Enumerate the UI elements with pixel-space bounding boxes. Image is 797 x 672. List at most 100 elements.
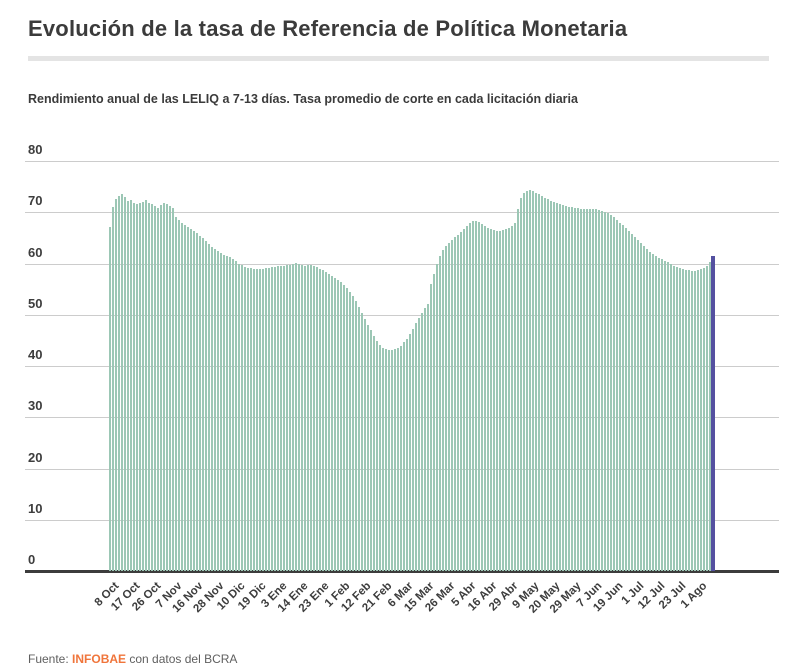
chart-bar[interactable] [424, 308, 427, 571]
chart-bar[interactable] [352, 296, 355, 571]
chart-bar[interactable] [337, 279, 340, 571]
chart-bar[interactable] [214, 249, 217, 571]
chart-bar[interactable] [154, 206, 157, 571]
chart-bar[interactable] [373, 335, 376, 571]
chart-bar[interactable] [289, 264, 292, 571]
chart-bar[interactable] [244, 266, 247, 571]
chart-bar[interactable] [676, 267, 679, 571]
chart-bar[interactable] [286, 265, 289, 571]
chart-bar[interactable] [673, 265, 676, 571]
chart-bar[interactable] [376, 340, 379, 571]
chart-bar[interactable] [400, 345, 403, 571]
chart-bar[interactable] [520, 197, 523, 571]
chart-bar[interactable] [118, 195, 121, 571]
chart-bar[interactable] [184, 224, 187, 571]
chart-bar[interactable] [421, 312, 424, 571]
chart-bar[interactable] [172, 208, 175, 571]
chart-bar[interactable] [544, 197, 547, 571]
chart-bar[interactable] [226, 255, 229, 571]
chart-bar[interactable] [361, 313, 364, 571]
chart-bar[interactable] [556, 203, 559, 571]
chart-bar[interactable] [601, 210, 604, 571]
chart-bar[interactable] [562, 205, 565, 571]
chart-bar[interactable] [430, 284, 433, 571]
chart-bar[interactable] [181, 222, 184, 571]
chart-bar[interactable] [451, 239, 454, 571]
chart-bar[interactable] [433, 273, 436, 571]
chart-bar[interactable] [592, 208, 595, 571]
chart-bar[interactable] [139, 203, 142, 571]
chart-bar[interactable] [454, 237, 457, 571]
chart-bar[interactable] [625, 227, 628, 571]
chart-bar[interactable] [259, 269, 262, 571]
chart-bar[interactable] [109, 226, 112, 571]
chart-bar[interactable] [481, 223, 484, 571]
chart-bar[interactable] [607, 213, 610, 571]
chart-bar[interactable] [169, 206, 172, 571]
chart-bar[interactable] [679, 268, 682, 571]
chart-bar[interactable] [490, 229, 493, 571]
chart-bar[interactable] [469, 223, 472, 571]
chart-bar[interactable] [427, 304, 430, 571]
chart-bar[interactable] [403, 342, 406, 571]
chart-bar[interactable] [505, 229, 508, 571]
chart-bar[interactable] [535, 192, 538, 571]
chart-bar[interactable] [457, 234, 460, 571]
chart-bar[interactable] [211, 246, 214, 571]
chart-bar[interactable] [631, 233, 634, 571]
chart-bar[interactable] [355, 301, 358, 571]
chart-bar[interactable] [265, 268, 268, 571]
chart-bar[interactable] [409, 334, 412, 571]
chart-bar[interactable] [571, 207, 574, 571]
chart-bar[interactable] [208, 243, 211, 571]
chart-bar[interactable] [700, 269, 703, 571]
chart-bar[interactable] [322, 270, 325, 571]
chart-bar[interactable] [304, 265, 307, 571]
chart-bar[interactable] [664, 260, 667, 571]
chart-bar[interactable] [685, 269, 688, 571]
chart-bar[interactable] [319, 268, 322, 571]
chart-bar[interactable] [220, 253, 223, 571]
chart-bar[interactable] [190, 228, 193, 571]
chart-bar[interactable] [217, 251, 220, 571]
chart-bar[interactable] [193, 230, 196, 571]
chart-bar[interactable] [238, 263, 241, 571]
chart-bar[interactable] [385, 349, 388, 571]
chart-bar[interactable] [487, 227, 490, 571]
chart-bar[interactable] [340, 281, 343, 571]
chart-bar[interactable] [496, 230, 499, 571]
chart-bar[interactable] [112, 207, 115, 571]
chart-bar[interactable] [199, 235, 202, 571]
chart-bar[interactable] [379, 345, 382, 571]
chart-bar[interactable] [445, 246, 448, 571]
chart-bar[interactable] [397, 347, 400, 571]
chart-bar[interactable] [256, 268, 259, 571]
chart-bar[interactable] [253, 268, 256, 571]
chart-bar[interactable] [133, 203, 136, 571]
chart-bar[interactable] [658, 257, 661, 571]
chart-bar[interactable] [328, 274, 331, 571]
chart-bar[interactable] [619, 222, 622, 571]
chart-bar[interactable] [517, 208, 520, 571]
chart-bar[interactable] [604, 211, 607, 571]
chart-bar[interactable] [583, 208, 586, 571]
chart-bar[interactable] [292, 264, 295, 571]
chart-bar[interactable] [574, 207, 577, 571]
chart-bar[interactable] [232, 259, 235, 571]
chart-bar[interactable] [541, 196, 544, 571]
chart-bar[interactable] [223, 254, 226, 571]
chart-bar[interactable] [175, 216, 178, 571]
chart-bar[interactable] [640, 243, 643, 571]
chart-bar[interactable] [418, 317, 421, 571]
chart-bar[interactable] [157, 207, 160, 571]
chart-bar[interactable] [502, 230, 505, 571]
chart-bar[interactable] [274, 266, 277, 571]
chart-bar[interactable] [709, 261, 712, 571]
chart-bar[interactable] [358, 307, 361, 571]
chart-bar-highlight[interactable] [711, 255, 715, 571]
chart-bar[interactable] [178, 220, 181, 571]
chart-bar[interactable] [268, 267, 271, 571]
chart-bar[interactable] [694, 270, 697, 571]
chart-bar[interactable] [493, 230, 496, 571]
chart-bar[interactable] [412, 329, 415, 571]
